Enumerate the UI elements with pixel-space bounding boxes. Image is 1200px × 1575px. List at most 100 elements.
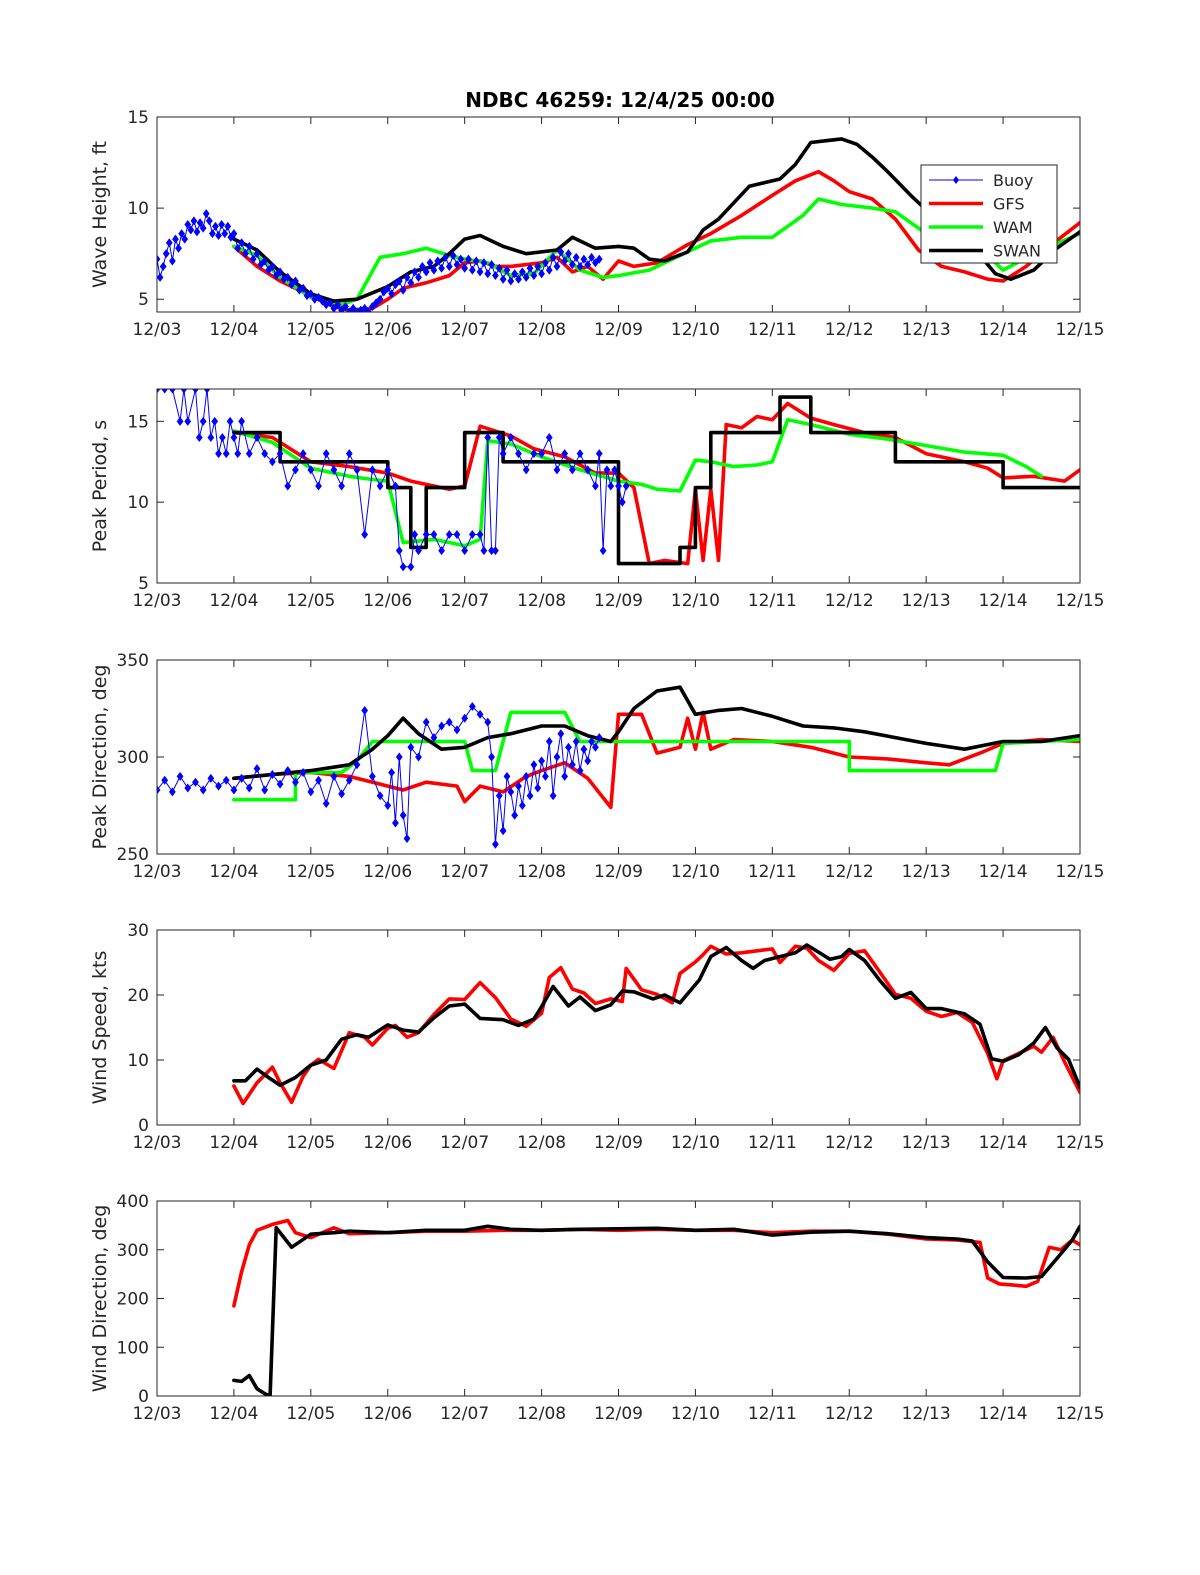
series-swan-line xyxy=(232,685,1080,781)
buoy-marker xyxy=(545,265,553,275)
x-tick-label: 12/04 xyxy=(209,1404,258,1424)
buoy-marker xyxy=(399,562,407,572)
buoy-marker xyxy=(465,254,472,264)
buoy-marker xyxy=(507,433,515,442)
buoy-marker xyxy=(618,497,626,507)
x-tick-label: 12/04 xyxy=(209,320,258,340)
x-tick-label: 12/06 xyxy=(363,862,412,882)
series-group xyxy=(232,943,1080,1106)
buoy-marker xyxy=(392,481,399,491)
buoy-marker xyxy=(484,717,492,727)
buoy-marker xyxy=(568,760,576,770)
y-tick-label: 20 xyxy=(127,986,149,1006)
buoy-marker xyxy=(572,252,580,262)
buoy-marker xyxy=(484,433,492,442)
buoy-marker xyxy=(445,530,453,539)
buoy-marker xyxy=(199,223,207,233)
buoy-marker xyxy=(595,733,603,743)
buoy-marker xyxy=(526,791,534,801)
buoy-marker xyxy=(438,263,445,273)
buoy-marker xyxy=(299,449,307,459)
buoy-marker xyxy=(284,481,292,491)
x-tick-label: 12/03 xyxy=(133,862,182,882)
buoy-marker xyxy=(488,260,495,270)
series-group xyxy=(157,685,1080,849)
buoy-marker xyxy=(522,272,530,282)
buoy-marker xyxy=(511,269,519,279)
buoy-marker xyxy=(203,389,211,394)
buoy-marker xyxy=(230,433,238,442)
buoy-marker xyxy=(415,752,422,762)
x-tick-label: 12/14 xyxy=(979,862,1028,882)
y-axis-label: Wave Height, ft xyxy=(89,141,111,288)
buoy-marker xyxy=(307,289,315,299)
buoy-marker xyxy=(184,416,192,426)
y-tick-label: 0 xyxy=(138,1116,149,1136)
buoy-marker xyxy=(342,302,349,312)
buoy-marker xyxy=(205,216,213,226)
buoy-marker xyxy=(276,779,284,789)
buoy-marker xyxy=(392,818,399,828)
buoy-marker xyxy=(234,449,242,459)
legend-label: WAM xyxy=(993,218,1033,237)
buoy-marker xyxy=(215,781,222,791)
buoy-marker xyxy=(545,736,553,746)
buoy-marker xyxy=(542,771,549,781)
buoy-marker xyxy=(399,810,407,820)
x-tick-label: 12/03 xyxy=(133,1133,182,1153)
x-tick-label: 12/14 xyxy=(979,1404,1028,1424)
series-group xyxy=(232,1218,1080,1396)
x-tick-label: 12/14 xyxy=(979,320,1028,340)
buoy-marker xyxy=(202,209,210,219)
buoy-marker xyxy=(568,260,576,270)
x-tick-label: 12/12 xyxy=(825,1404,874,1424)
buoy-marker xyxy=(176,771,184,781)
buoy-marker xyxy=(407,278,415,288)
buoy-marker xyxy=(245,241,253,251)
buoy-marker xyxy=(353,465,361,475)
series-swan-line xyxy=(232,1224,1080,1396)
x-tick-label: 12/08 xyxy=(517,591,566,611)
buoy-marker xyxy=(492,546,499,556)
buoy-marker xyxy=(476,709,484,719)
buoy-marker xyxy=(476,267,484,277)
legend-entry-buoy: Buoy xyxy=(929,171,1033,190)
buoy-marker xyxy=(242,249,249,259)
buoy-marker xyxy=(580,744,588,754)
buoy-marker xyxy=(534,783,542,793)
buoy-marker xyxy=(380,287,388,297)
buoy-marker xyxy=(549,252,557,262)
y-tick-label: 200 xyxy=(117,1290,149,1310)
buoy-marker xyxy=(368,465,376,475)
buoy-marker xyxy=(276,267,284,277)
x-tick-label: 12/10 xyxy=(671,1133,720,1153)
x-tick-label: 12/07 xyxy=(440,862,489,882)
y-axis-label: Peak Direction, deg xyxy=(89,665,111,850)
y-tick-label: 30 xyxy=(127,921,149,941)
buoy-marker xyxy=(218,220,225,230)
buoy-marker xyxy=(507,787,515,797)
x-tick-label: 12/10 xyxy=(671,591,720,611)
buoy-marker xyxy=(526,263,534,273)
buoy-marker xyxy=(445,717,453,727)
buoy-marker xyxy=(245,783,253,793)
buoy-marker xyxy=(192,777,199,787)
buoy-marker xyxy=(592,742,599,752)
x-tick-label: 12/10 xyxy=(671,1404,720,1424)
x-tick-label: 12/05 xyxy=(286,591,335,611)
buoy-marker xyxy=(503,265,511,275)
panel-wind-speed: 12/03 12/04 12/05 12/06 12/07 12/08 12/09 12/10… xyxy=(89,921,1105,1153)
x-tick-label: 12/08 xyxy=(517,1404,566,1424)
y-axis-label: Wind Direction, deg xyxy=(89,1205,111,1393)
buoy-marker xyxy=(553,261,561,271)
x-tick-label: 12/13 xyxy=(902,1133,951,1153)
buoy-marker xyxy=(403,833,411,843)
buoy-marker xyxy=(330,771,338,781)
buoy-marker xyxy=(507,276,515,286)
buoy-marker xyxy=(207,433,215,442)
buoy-marker xyxy=(326,298,334,308)
buoy-marker xyxy=(169,787,176,797)
buoy-marker xyxy=(315,292,322,302)
buoy-marker xyxy=(176,416,184,426)
legend: Buoy GFS WAM SWAN xyxy=(920,164,1058,264)
